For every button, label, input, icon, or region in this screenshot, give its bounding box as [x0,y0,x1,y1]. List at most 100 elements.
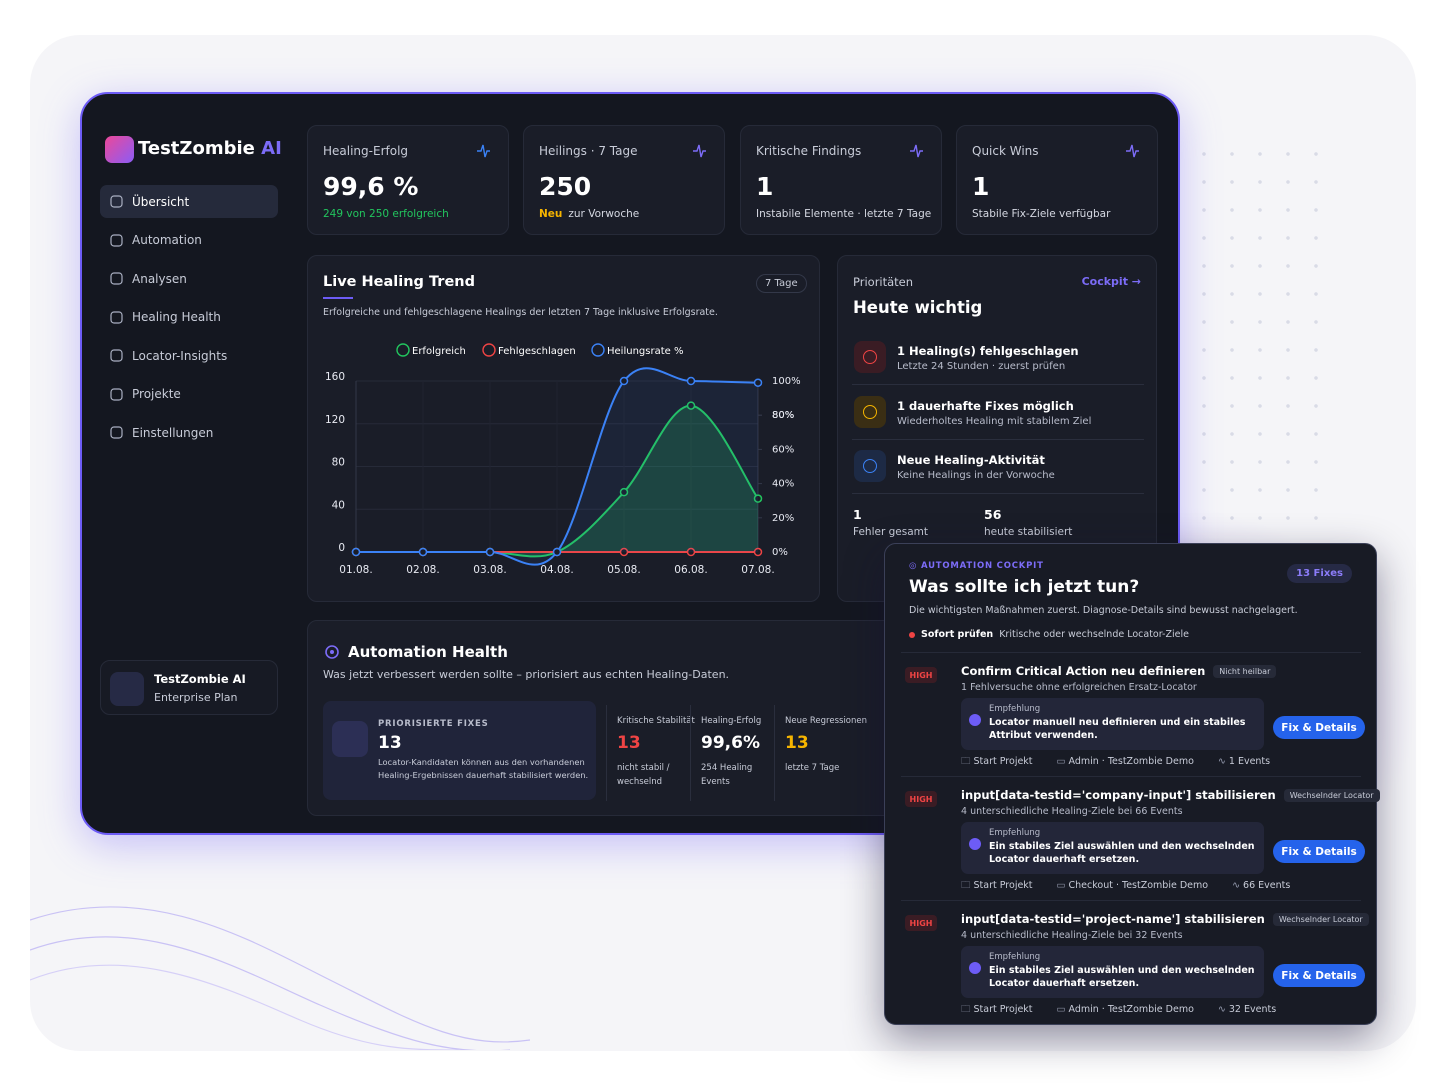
legend-swatch [396,343,410,357]
health-card: Automation Health Was jetzt verbessert w… [307,620,907,816]
priority-item[interactable]: 1 dauerhafte Fixes möglich Wiederholtes H… [852,386,1144,440]
meta-icon: ▭ [1056,880,1066,891]
priority-item[interactable]: 1 Healing(s) fehlgeschlagen Letzte 24 Stu… [852,331,1144,385]
kpi-card: Heilings · 7 Tage 250 Neu zur Vorwoche [523,125,725,235]
nav-item[interactable]: Analysen [100,262,278,295]
brand[interactable]: TestZombie AI [138,138,282,159]
logo [105,136,134,163]
recommendation: Empfehlung Ein stabiles Ziel auswählen un… [961,946,1264,998]
y2-tick-label: 40% [772,479,794,490]
fix-button[interactable]: Fix & Details [1273,840,1365,863]
priority-icon [854,341,886,373]
chart-card: Live Healing Trend 7 Tage Erfolgreiche u… [307,255,820,602]
cockpit-link[interactable]: Cockpit → [1081,275,1141,288]
fixes-eyebrow: PRIORISIERTE FIXES [378,719,489,729]
rec-text: Ein stabiles Ziel auswählen und den wech… [989,841,1255,865]
meta-icon: 🗀 [961,880,971,891]
check-note: Kritische oder wechselnde Locator-Ziele [999,629,1189,640]
kpi-note: Instabile Elemente · letzte 7 Tage [756,208,931,220]
stat-label: Fehler gesamt [853,526,928,538]
health-stat-value: 99,6% [701,733,760,753]
priority-item[interactable]: Neue Healing-Aktivität Keine Healings in … [852,440,1144,494]
range-badge[interactable]: 7 Tage [756,274,807,293]
y2-tick-label: 0% [772,547,788,558]
nav-item[interactable]: Healing Health [100,301,278,334]
nav-item[interactable]: Übersicht [100,185,278,218]
health-stat-note: letzte 7 Tage [785,763,840,773]
severity-badge: HIGH [905,791,937,807]
health-stat-label: Neue Regressionen [785,716,868,726]
rec-label: Empfehlung [989,704,1041,714]
meta-text: 66 Events [1243,880,1291,891]
action-tag: Wechselnder Locator [1272,913,1369,926]
cockpit-subtitle: Die wichtigsten Maßnahmen zuerst. Diagno… [909,605,1298,616]
nav-item[interactable]: Automation [100,224,278,257]
cockpit-eyebrow: ◎ AUTOMATION COCKPIT [909,561,1044,571]
rec-label: Empfehlung [989,952,1041,962]
check-label: Sofort prüfen [921,629,994,640]
plan-tier: Enterprise Plan [154,691,238,704]
meta-entry: ∿ 1 Events [1218,756,1282,767]
kpi-label: Kritische Findings [756,144,862,158]
action-item: HIGH input[data-testid='company-input'] s… [901,776,1380,894]
nav-item[interactable]: Projekte [100,378,278,411]
data-point [686,401,696,410]
priority-sub: Keine Healings in der Vorwoche [897,470,1055,481]
meta-text: 1 Events [1228,756,1271,767]
kpi-value: 99,6 % [323,172,419,201]
y2-tick-label: 100% [772,376,801,387]
data-point [619,547,629,557]
health-stat-value: 13 [785,733,809,753]
x-tick-label: 01.08. [339,564,372,576]
health-stat-label: Kritische Stabilität [617,716,695,726]
nav-icon [110,195,123,208]
action-tag: Nicht heilbar [1213,665,1277,678]
kpi-card: Kritische Findings 1 Instabile Elemente · … [740,125,942,235]
nav-icon [110,310,123,324]
icon-shape [110,349,123,362]
data-point [753,547,763,557]
y-tick-label: 160 [325,371,345,383]
x-tick-label: 04.08. [540,564,573,576]
chart-title: Live Healing Trend [323,274,475,290]
y2-tick-label: 60% [772,444,794,455]
kpi-label: Heilings · 7 Tage [539,144,638,158]
fix-button[interactable]: Fix & Details [1273,716,1365,739]
action-title: Confirm Critical Action neu definieren Ni… [961,664,1277,678]
legend-label: Erfolgreich [412,346,466,357]
action-tag: Wechselnder Locator [1283,789,1380,802]
nav-icon [110,387,123,401]
action-sub: 1 Fehlversuche ohne erfolgreichen Ersatz… [961,682,1197,693]
plan-card[interactable]: TestZombie AI Enterprise Plan [100,660,278,715]
action-title-text: input[data-testid='project-name'] stabil… [961,912,1265,926]
meta-text: Admin · TestZombie Demo [1068,1004,1194,1015]
nav-item[interactable]: Locator-Insights [100,339,278,372]
kpi-note: Stabile Fix-Ziele verfügbar [972,208,1110,220]
meta-icon: ∿ [1217,756,1226,767]
kpi-icon [1126,144,1139,158]
kpi-note-text: 249 von 250 erfolgreich [323,208,449,220]
kpi-card: Healing-Erfolg 99,6 % 249 von 250 erfolgre… [307,125,509,235]
meta-text: Checkout · TestZombie Demo [1068,880,1209,891]
y-tick-label: 120 [325,414,345,426]
rec-text: Ein stabiles Ziel auswählen und den wech… [989,965,1255,989]
action-sub: 4 unterschiedliche Healing-Ziele bei 66 … [961,806,1183,817]
health-stat-note: 254 Healing Events [701,763,753,787]
fix-button[interactable]: Fix & Details [1273,964,1365,987]
action-meta: 🗀 Start Projekt ▭ Admin · TestZombie Demo ∿ 3… [961,1002,1300,1018]
nav-item[interactable]: Einstellungen [100,416,278,449]
health-subtitle: Was jetzt verbessert werden sollte – pri… [323,668,730,681]
priorities-eyebrow: Prioritäten [853,275,914,289]
nav-label: Analysen [132,271,187,286]
data-point [753,494,763,503]
nav-icon [110,233,123,247]
x-tick-label: 07.08. [741,564,774,576]
nav-icon [110,426,123,439]
health-stat: Kritische Stabilität 13 nicht stabil / wec… [606,705,695,801]
priority-icon [854,450,886,482]
rec-label: Empfehlung [989,828,1041,838]
y-tick-label: 0 [338,542,345,554]
data-point [686,376,696,386]
nav-icon [110,272,123,285]
